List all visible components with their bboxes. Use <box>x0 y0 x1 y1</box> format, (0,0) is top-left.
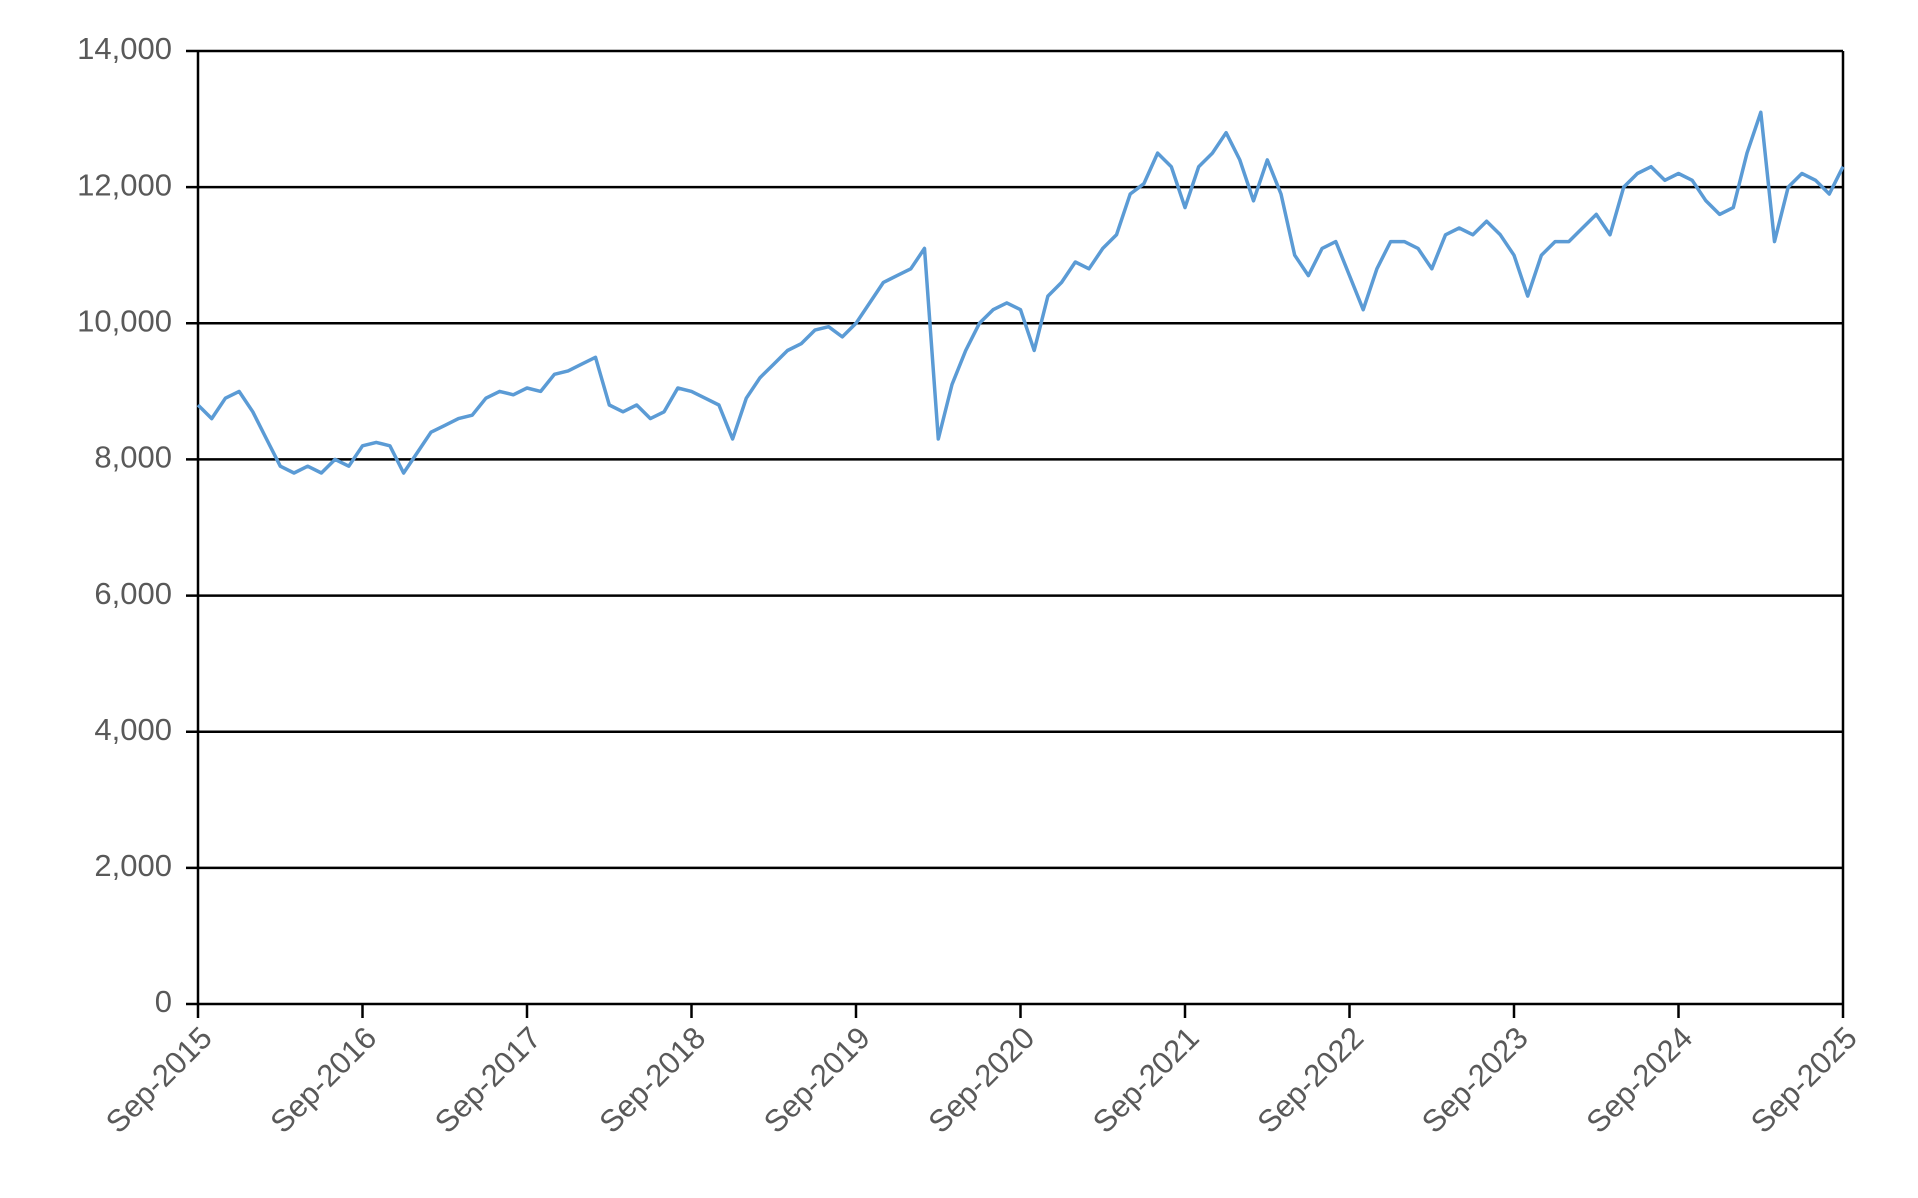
x-tick-label: Sep-2021 <box>1086 1020 1206 1140</box>
x-tick-label: Sep-2017 <box>428 1020 548 1140</box>
x-tick-label: Sep-2025 <box>1744 1020 1864 1140</box>
y-tick-label: 10,000 <box>77 303 172 338</box>
x-tick-label: Sep-2023 <box>1415 1020 1535 1140</box>
line-series <box>196 110 1845 475</box>
x-tick-label: Sep-2020 <box>921 1020 1041 1140</box>
x-tick-label: Sep-2015 <box>99 1020 219 1140</box>
y-tick-label: 12,000 <box>77 167 172 202</box>
y-tick-label: 8,000 <box>94 440 172 475</box>
y-tick-label: 14,000 <box>77 31 172 66</box>
y-tick-label: 2,000 <box>94 848 172 883</box>
x-tick-label: Sep-2016 <box>263 1020 383 1140</box>
y-tick-label: 6,000 <box>94 576 172 611</box>
y-tick-label: 0 <box>155 984 172 1019</box>
x-tick-label: Sep-2022 <box>1250 1020 1370 1140</box>
x-tick-label: Sep-2019 <box>757 1020 877 1140</box>
x-tick-label: Sep-2024 <box>1579 1020 1699 1140</box>
y-tick-label: 4,000 <box>94 712 172 747</box>
x-tick-label: Sep-2018 <box>592 1020 712 1140</box>
